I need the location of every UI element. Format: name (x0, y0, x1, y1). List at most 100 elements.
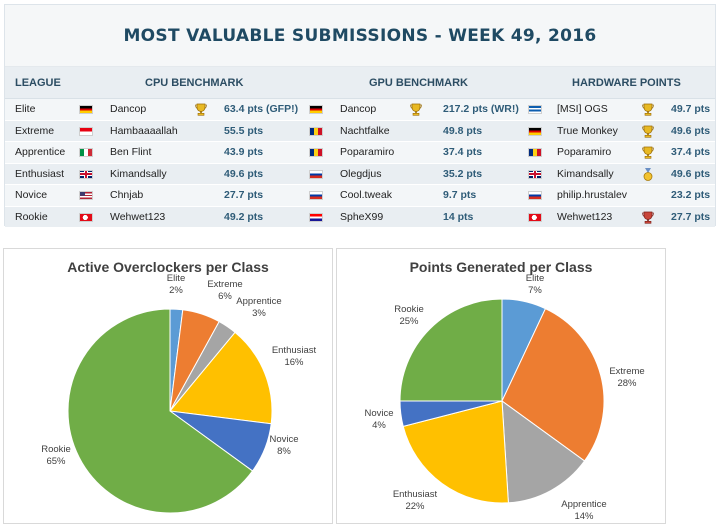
slice-value-elite: 2% (169, 285, 183, 296)
hw-user-link[interactable]: Wehwet123 (557, 210, 613, 223)
cpu-points[interactable]: 43.9 pts (224, 146, 264, 158)
gold-trophy-icon (410, 103, 422, 116)
turkey-flag-icon (79, 212, 93, 222)
table-row: Apprentice Ben Flint 43.9 pts Poparamiro 37.… (5, 142, 715, 164)
slice-value-novice: 4% (372, 420, 386, 431)
slice-label-extreme: Extreme (207, 279, 242, 290)
cpu-user-link[interactable]: Kimandsally (110, 167, 167, 180)
chart-points-generated: Points Generated per Class Elite 7% Extrem… (336, 248, 666, 524)
header-league: LEAGUE (15, 77, 61, 89)
table-body: Elite Dancop 63.4 pts (GFP!) Dancop 217.2 pt… (5, 99, 715, 228)
pie-slice-enthusiast (402, 400, 509, 504)
cpu-user-link[interactable]: Hambaaaallah (110, 124, 178, 137)
table-header: LEAGUE CPU BENCHMARK GPU BENCHMARK HARDW… (5, 67, 715, 99)
gold-medal-icon (642, 167, 654, 181)
slice-value-apprentice: 3% (252, 308, 266, 319)
table-row: Rookie Wehwet123 49.2 pts SpheX99 14 pts Wehw… (5, 206, 715, 228)
russia-flag-icon (309, 191, 323, 200)
cpu-points[interactable]: 55.5 pts (224, 124, 264, 137)
gpu-user-link[interactable]: Nachtfalke (340, 124, 390, 137)
gpu-user-link[interactable]: Olegdjus (340, 167, 382, 180)
chart-active-overclockers: Active Overclockers per Class Elite 2% Ext… (3, 248, 333, 524)
italy-flag-icon (79, 148, 93, 157)
pie-slice-extreme (501, 308, 605, 462)
hw-points[interactable]: 23.2 pts (671, 189, 711, 201)
hw-points[interactable]: 49.7 pts (671, 103, 711, 115)
page-title: MOST VALUABLE SUBMISSIONS - WEEK 49, 201… (123, 25, 597, 46)
pie-slice-rookie (399, 298, 503, 402)
league-name: Extreme (15, 124, 55, 137)
gpu-points[interactable]: 217.2 pts (WR!) (443, 103, 519, 115)
chart-title: Active Overclockers per Class (67, 259, 269, 275)
gold-trophy-icon (642, 146, 654, 159)
indonesia-flag-icon (79, 126, 93, 136)
gpu-points[interactable]: 49.8 pts (443, 124, 483, 137)
league-name: Elite (15, 103, 36, 115)
slice-label-enthusiast: Enthusiast (393, 489, 438, 500)
pie-slice-apprentice (501, 399, 586, 504)
cpu-user-link[interactable]: Dancop (110, 103, 147, 115)
cpu-user-link[interactable]: Wehwet123 (110, 210, 166, 223)
slice-value-enthusiast: 22% (405, 501, 425, 512)
russia-flag-icon (528, 191, 542, 200)
slice-label-extreme: Extreme (609, 366, 644, 377)
cpu-points[interactable]: 27.7 pts (224, 189, 264, 201)
gpu-user-link[interactable]: Cool.tweak (340, 189, 392, 201)
germany-flag-icon (528, 126, 542, 136)
slice-label-novice: Novice (364, 408, 393, 419)
hw-points[interactable]: 27.7 pts (671, 210, 711, 223)
pie-slice-rookie (67, 308, 254, 514)
slice-label-novice: Novice (269, 434, 298, 445)
slice-label-enthusiast: Enthusiast (272, 345, 317, 356)
table-row: Extreme Hambaaaallah 55.5 pts Nachtfalke 49.… (5, 120, 715, 142)
cpu-points[interactable]: 49.6 pts (224, 167, 264, 180)
cpu-user-link[interactable]: Ben Flint (110, 146, 152, 158)
red-trophy-icon (642, 211, 654, 224)
cpu-points[interactable]: 63.4 pts (GFP!) (224, 103, 299, 115)
cpu-points[interactable]: 49.2 pts (224, 210, 264, 223)
russia-flag-icon (309, 169, 323, 179)
hw-user-link[interactable]: Poparamiro (557, 146, 612, 158)
gpu-points[interactable]: 9.7 pts (443, 189, 477, 201)
germany-flag-icon (309, 105, 323, 114)
gpu-user-link[interactable]: Dancop (340, 103, 377, 115)
united-states-flag-icon (79, 191, 93, 200)
germany-flag-icon (79, 105, 93, 114)
league-name: Enthusiast (15, 167, 65, 180)
hw-points[interactable]: 49.6 pts (671, 167, 711, 180)
slice-value-rookie: 65% (46, 456, 66, 467)
submissions-panel: MOST VALUABLE SUBMISSIONS - WEEK 49, 201… (4, 4, 716, 228)
hw-points[interactable]: 37.4 pts (671, 146, 711, 158)
league-name: Apprentice (15, 146, 66, 158)
gold-trophy-icon (642, 125, 654, 138)
league-name: Rookie (15, 210, 48, 223)
chart-title: Points Generated per Class (409, 259, 593, 275)
slice-value-elite: 7% (528, 285, 542, 296)
slice-label-rookie: Rookie (394, 304, 424, 315)
romania-flag-icon (309, 148, 323, 157)
gpu-user-link[interactable]: Poparamiro (340, 146, 395, 158)
slice-value-apprentice: 14% (574, 511, 594, 522)
slice-value-enthusiast: 16% (284, 357, 304, 368)
gpu-user-link[interactable]: SpheX99 (340, 210, 384, 223)
hw-user-link[interactable]: [MSI] OGS (557, 103, 608, 115)
united-kingdom-flag-icon (528, 169, 542, 179)
gpu-points[interactable]: 35.2 pts (443, 167, 483, 180)
hw-user-link[interactable]: philip.hrustalev (557, 189, 628, 201)
hw-user-link[interactable]: Kimandsally (557, 167, 614, 180)
hw-user-link[interactable]: True Monkey (557, 124, 618, 137)
slice-value-rookie: 25% (399, 316, 419, 327)
header-gpu: GPU BENCHMARK (369, 77, 468, 89)
banner: MOST VALUABLE SUBMISSIONS - WEEK 49, 201… (5, 5, 715, 67)
gpu-points[interactable]: 14 pts (443, 210, 474, 223)
table-row: Elite Dancop 63.4 pts (GFP!) Dancop 217.2 pt… (5, 99, 715, 121)
slice-label-apprentice: Apprentice (561, 499, 606, 510)
hw-points[interactable]: 49.6 pts (671, 124, 711, 137)
gpu-points[interactable]: 37.4 pts (443, 146, 483, 158)
cpu-user-link[interactable]: Chnjab (110, 189, 144, 201)
greece-flag-icon (528, 105, 542, 114)
table-row: Novice Chnjab 27.7 pts Cool.tweak 9.7 pts phi… (5, 185, 715, 207)
slice-value-novice: 8% (277, 446, 291, 457)
